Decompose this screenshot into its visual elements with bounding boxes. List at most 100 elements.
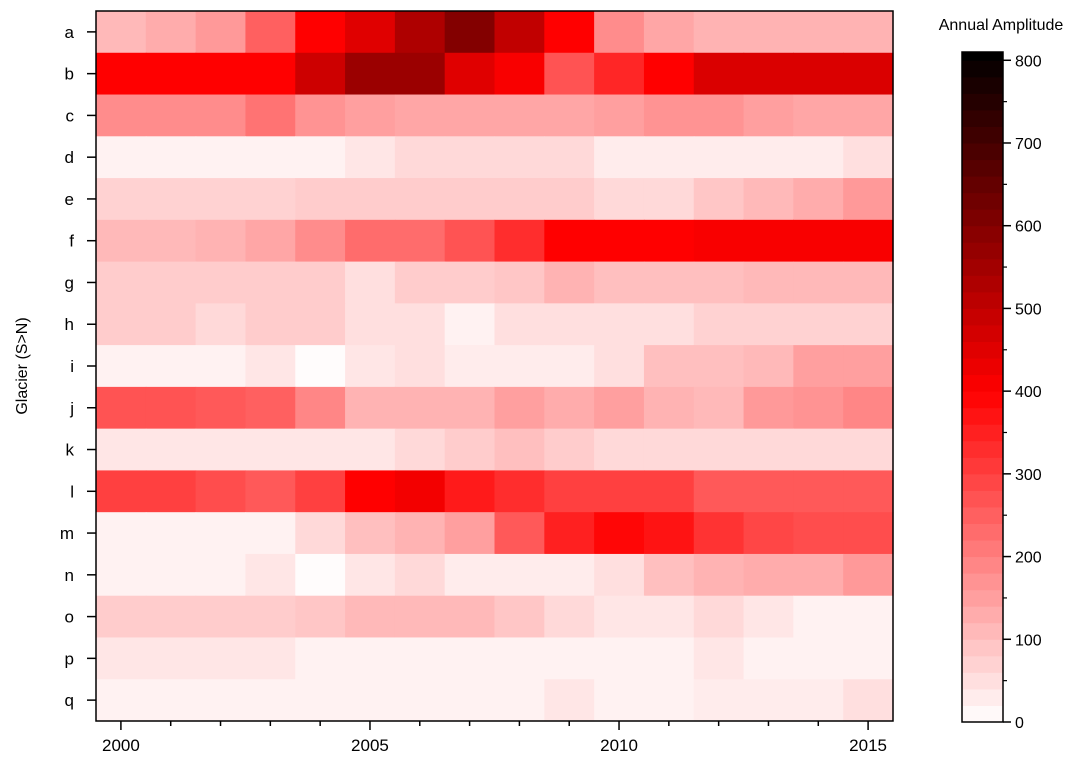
y-tick-label: g	[65, 273, 74, 292]
heatmap-cell-j-2010	[594, 386, 645, 430]
heatmap-cell-a-2008	[494, 11, 545, 54]
heatmap-cell-i-2004	[295, 345, 346, 388]
colorbar-tick-label: 100	[1015, 632, 1042, 649]
heatmap-cell-b-2013	[743, 52, 794, 96]
heatmap-cell-g-2012	[693, 261, 745, 304]
heatmap-cell-k-2004	[295, 428, 346, 472]
heatmap-cell-j-2000	[96, 386, 147, 430]
y-axis-label: Glacier (S>N)	[14, 317, 31, 414]
heatmap-cell-j-2001	[145, 386, 197, 430]
heatmap-cell-q-2014	[793, 679, 844, 722]
colorbar-segment	[962, 573, 1003, 591]
heatmap-cell-k-2003	[245, 428, 296, 472]
heatmap-cell-m-2006	[394, 512, 446, 555]
heatmap-cell-m-2003	[245, 512, 296, 555]
heatmap-cell-e-2000	[96, 178, 147, 221]
heatmap-cell-h-2005	[345, 303, 396, 346]
x-tick-label: 2000	[102, 736, 140, 755]
heatmap-cell-o-2011	[643, 595, 695, 639]
y-tick-label: e	[65, 190, 74, 209]
colorbar-tick-label: 200	[1015, 550, 1042, 567]
heatmap-cell-h-2009	[544, 303, 595, 346]
heatmap-cell-q-2011	[643, 679, 695, 722]
heatmap-cell-n-2007	[444, 553, 496, 597]
heatmap-cell-l-2003	[245, 470, 296, 513]
heatmap-cell-p-2002	[195, 637, 247, 680]
heatmap-cell-b-2008	[494, 52, 545, 96]
heatmap-cell-g-2011	[643, 261, 695, 304]
heatmap-cell-l-2010	[594, 470, 645, 513]
heatmap-cell-p-2010	[594, 637, 645, 680]
heatmap-cell-k-2000	[96, 428, 147, 472]
colorbar-segment	[962, 93, 1003, 111]
colorbar-segment	[962, 457, 1003, 475]
heatmap-cell-f-2001	[145, 219, 197, 263]
heatmap-cell-l-2014	[793, 470, 844, 513]
y-tick-label: l	[70, 482, 74, 501]
heatmap-cell-b-2015	[843, 52, 894, 96]
heatmap-cell-b-2004	[295, 52, 346, 96]
heatmap-cell-b-2007	[444, 52, 496, 96]
y-tick-label: p	[65, 649, 74, 668]
colorbar-axis: 0 100 200 300 400 500 600 700 800	[1003, 53, 1042, 732]
heatmap-cell-i-2001	[145, 345, 197, 388]
heatmap-cell-g-2009	[544, 261, 595, 304]
heatmap-cell-f-2008	[494, 219, 545, 263]
heatmap-cell-o-2007	[444, 595, 496, 639]
heatmap-cell-p-2005	[345, 637, 396, 680]
heatmap-cell-k-2007	[444, 428, 496, 472]
heatmap-cell-c-2010	[594, 94, 645, 137]
heatmap-cell-k-2001	[145, 428, 197, 472]
colorbar-segment	[962, 209, 1003, 227]
heatmap-cell-b-2011	[643, 52, 695, 96]
heatmap-cell-p-2003	[245, 637, 296, 680]
heatmap-cell-b-2001	[145, 52, 197, 96]
y-tick-label: f	[69, 232, 74, 251]
heatmap-cell-h-2013	[743, 303, 794, 346]
heatmap-cell-a-2007	[444, 11, 496, 54]
heatmap-cell-i-2006	[394, 345, 446, 388]
heatmap-cell-g-2015	[843, 261, 894, 304]
heatmap-cell-e-2004	[295, 178, 346, 221]
heatmap-cell-l-2008	[494, 470, 545, 513]
y-axis: a b c d e f g h i j k l m n o p q	[60, 23, 96, 710]
heatmap-cell-j-2015	[843, 386, 894, 430]
heatmap-cell-q-2007	[444, 679, 496, 722]
y-tick-label: b	[65, 65, 74, 84]
heatmap-cell-o-2002	[195, 595, 247, 639]
heatmap-cell-n-2000	[96, 553, 147, 597]
heatmap-cell-g-2002	[195, 261, 247, 304]
heatmap-cell-b-2012	[693, 52, 745, 96]
heatmap-cell-h-2006	[394, 303, 446, 346]
colorbar-segment	[962, 523, 1003, 541]
colorbar-segment	[962, 606, 1003, 624]
colorbar-segment	[962, 540, 1003, 558]
heatmap-cell-l-2001	[145, 470, 197, 513]
heatmap-cell-i-2003	[245, 345, 296, 388]
heatmap-cell-q-2001	[145, 679, 197, 722]
heatmap-cell-p-2001	[145, 637, 197, 680]
heatmap-cell-m-2005	[345, 512, 396, 555]
heatmap-cell-e-2011	[643, 178, 695, 221]
heatmap-cell-h-2000	[96, 303, 147, 346]
heatmap-cell-h-2008	[494, 303, 545, 346]
heatmap-cell-m-2013	[743, 512, 794, 555]
heatmap-cell-o-2008	[494, 595, 545, 639]
heatmap-cell-p-2015	[843, 637, 894, 680]
heatmap-cell-g-2001	[145, 261, 197, 304]
heatmap-cell-b-2006	[394, 52, 446, 96]
heatmap-cell-n-2013	[743, 553, 794, 597]
heatmap-cell-e-2008	[494, 178, 545, 221]
heatmap-cell-a-2005	[345, 11, 396, 54]
heatmap-cell-a-2009	[544, 11, 595, 54]
heatmap-cell-k-2005	[345, 428, 396, 472]
heatmap-cell-l-2011	[643, 470, 695, 513]
colorbar-tick-label: 500	[1015, 301, 1042, 318]
heatmap-cell-f-2003	[245, 219, 296, 263]
heatmap-cell-j-2013	[743, 386, 794, 430]
heatmap-cell-a-2006	[394, 11, 446, 54]
colorbar-segment	[962, 589, 1003, 607]
heatmap-cell-q-2005	[345, 679, 396, 722]
heatmap-cell-c-2011	[643, 94, 695, 137]
